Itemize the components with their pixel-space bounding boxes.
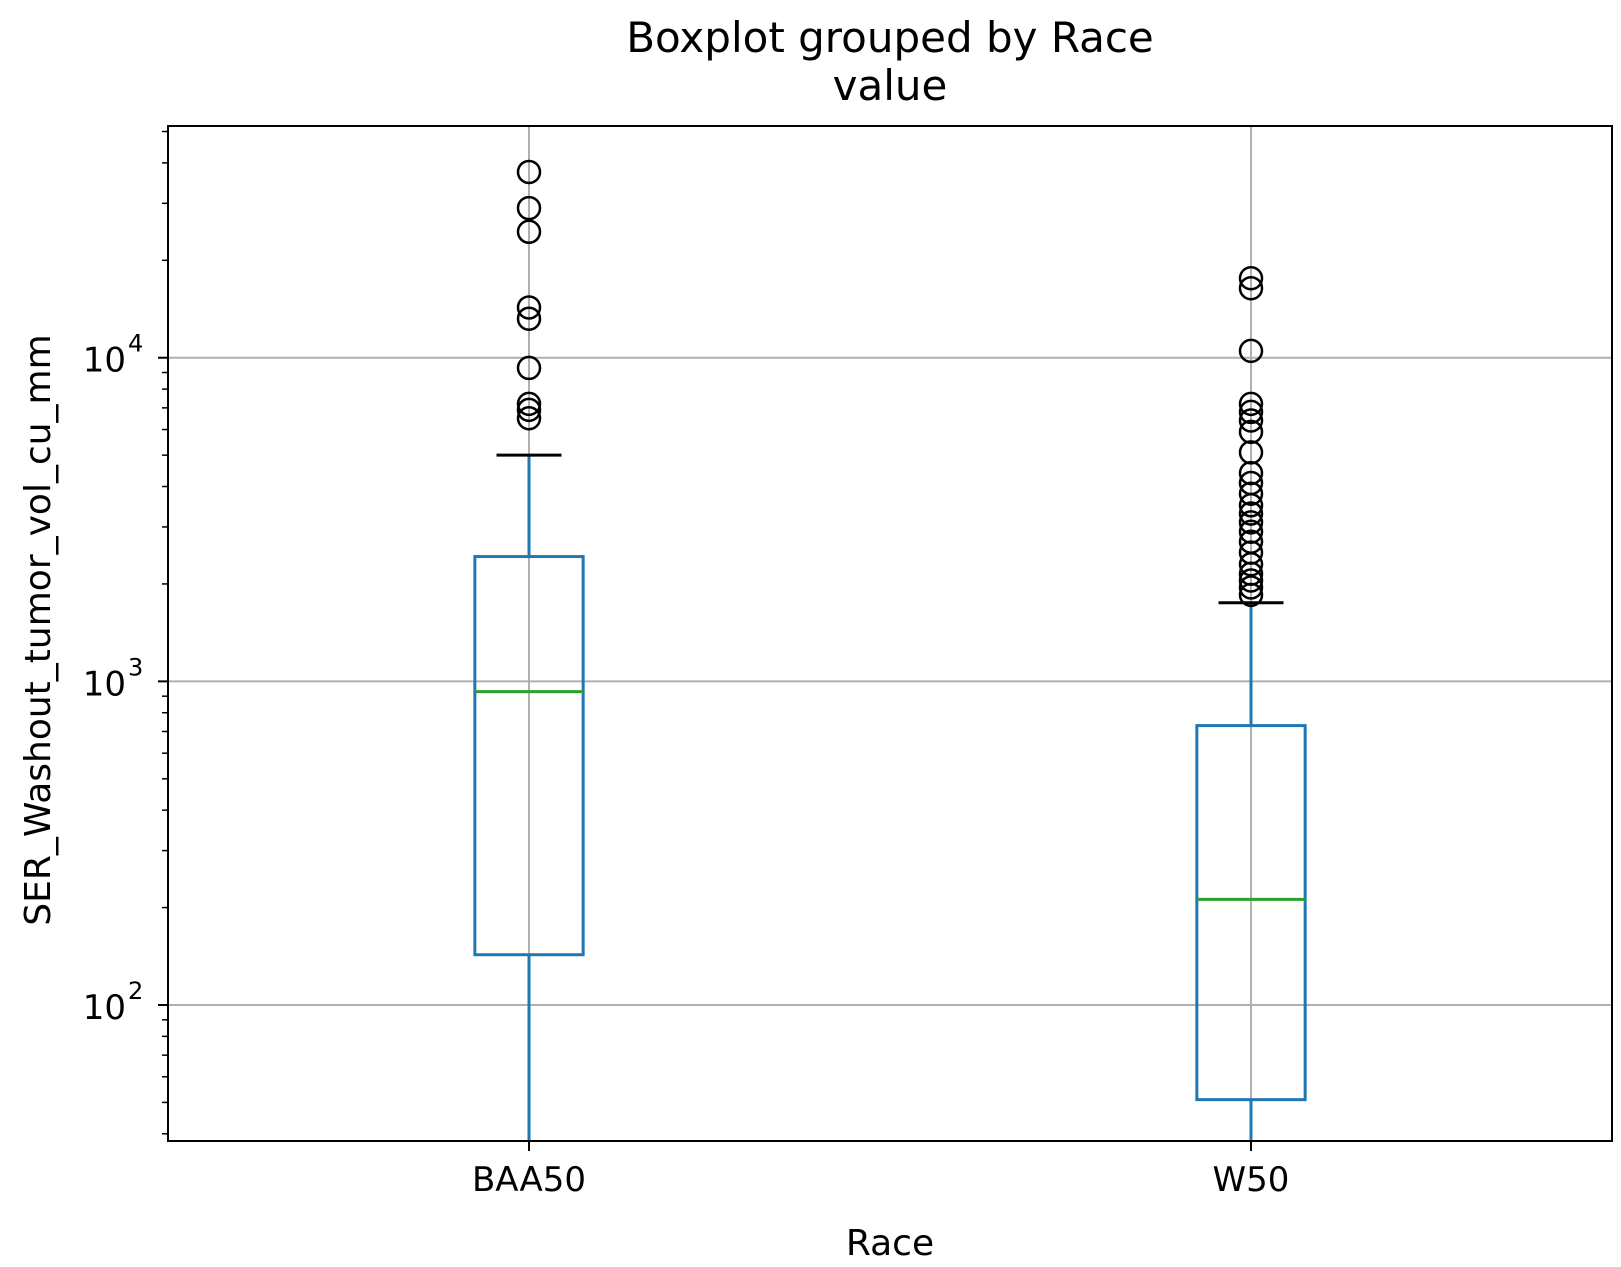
grid-lines <box>168 126 1612 1141</box>
outlier-point <box>1238 275 1264 301</box>
outlier-point <box>1238 493 1264 518</box>
outlier-point <box>516 391 542 417</box>
outlier-point <box>1238 575 1264 600</box>
outlier-point <box>1238 582 1264 608</box>
x-tick-label: W50 <box>1213 1160 1290 1200</box>
chart-title: Boxplot grouped by Race <box>626 13 1154 62</box>
outlier-point <box>1238 568 1264 593</box>
outlier-point <box>516 219 542 245</box>
y-tick-label: 10 <box>83 988 126 1028</box>
iqr-box <box>1195 724 1307 1102</box>
outlier-point <box>516 355 542 381</box>
outlier-point <box>516 397 542 423</box>
box-group <box>473 159 1307 1141</box>
outlier-point <box>516 406 542 431</box>
outlier-point <box>516 306 542 331</box>
outlier-point <box>1238 399 1264 425</box>
outlier-point <box>516 295 542 320</box>
outlier-point <box>516 159 542 185</box>
outlier-point <box>1238 501 1264 526</box>
chart-subtitle: value <box>833 61 948 110</box>
y-tick-label: 10 <box>83 341 126 381</box>
outlier-point <box>1238 460 1264 486</box>
x-tick-label: BAA50 <box>472 1160 586 1200</box>
y-tick-exponent: 4 <box>128 330 143 358</box>
outlier-point <box>1238 419 1264 445</box>
iqr-box <box>473 555 585 957</box>
outlier-point <box>1238 266 1264 291</box>
outlier-point <box>1238 408 1264 433</box>
y-tick-exponent: 3 <box>128 653 143 681</box>
x-axis-label: Race <box>846 1223 934 1264</box>
y-tick-label: 10 <box>83 664 126 704</box>
outlier-point <box>516 195 542 221</box>
outlier-point <box>1238 510 1264 535</box>
outlier-point <box>1238 481 1264 506</box>
y-axis-label: SER_Washout_tumor_vol_cu_mm <box>18 334 59 925</box>
plot-area-frame <box>167 125 1613 1142</box>
outlier-point <box>1238 338 1264 364</box>
outlier-point <box>1238 391 1264 417</box>
y-tick-exponent: 2 <box>128 977 143 1005</box>
